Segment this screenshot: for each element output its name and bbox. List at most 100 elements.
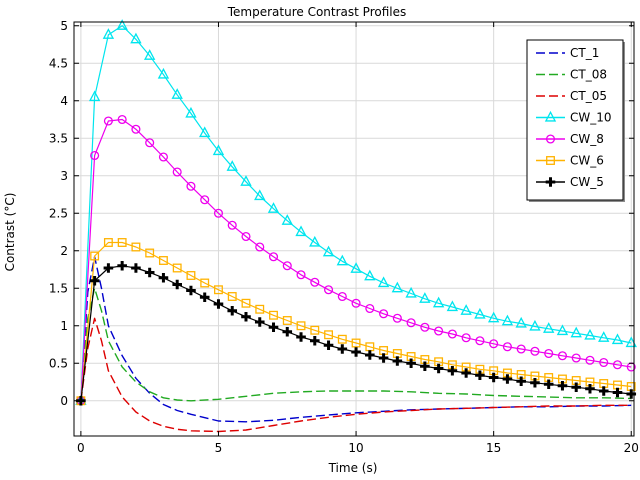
legend-item: CT_1 bbox=[536, 46, 599, 60]
y-tick-label: 3.5 bbox=[49, 131, 68, 145]
data-point bbox=[420, 322, 430, 332]
data-point bbox=[90, 150, 100, 161]
series-line bbox=[80, 241, 632, 401]
data-point bbox=[172, 263, 182, 273]
data-point bbox=[214, 285, 223, 295]
data-point bbox=[392, 313, 402, 323]
data-point bbox=[365, 303, 375, 314]
data-point bbox=[324, 330, 333, 340]
data-point bbox=[282, 316, 292, 325]
data-point bbox=[475, 370, 485, 381]
legend-label: CW_6 bbox=[570, 154, 604, 168]
data-point bbox=[501, 314, 514, 326]
data-point bbox=[227, 305, 238, 316]
data-point bbox=[460, 304, 472, 315]
data-point bbox=[351, 338, 361, 348]
data-point bbox=[516, 344, 526, 354]
data-point bbox=[281, 214, 293, 225]
series-line bbox=[80, 317, 632, 433]
data-point bbox=[241, 298, 251, 308]
data-point bbox=[88, 90, 101, 102]
data-point bbox=[90, 251, 100, 261]
legend-label: CW_8 bbox=[570, 132, 604, 146]
data-point bbox=[144, 267, 155, 278]
data-point bbox=[310, 325, 320, 335]
y-tick-label: 1.5 bbox=[49, 281, 68, 295]
plot-frame bbox=[73, 21, 635, 437]
data-point bbox=[145, 248, 155, 258]
y-axis-title: Contrast (°C) bbox=[3, 193, 17, 272]
data-point bbox=[117, 260, 127, 271]
data-point bbox=[255, 304, 265, 314]
data-point bbox=[433, 363, 444, 374]
data-point bbox=[310, 277, 320, 287]
y-tick-label: 3 bbox=[60, 169, 68, 183]
data-point bbox=[131, 242, 141, 252]
data-point bbox=[377, 276, 390, 288]
data-point bbox=[585, 383, 595, 394]
data-point bbox=[570, 326, 582, 338]
grid bbox=[74, 22, 634, 436]
data-point bbox=[117, 114, 127, 125]
x-tick-label: 10 bbox=[348, 441, 363, 455]
data-point bbox=[612, 360, 623, 370]
y-tick-label: 2 bbox=[60, 244, 68, 258]
data-point bbox=[405, 286, 417, 298]
data-point bbox=[336, 254, 348, 266]
data-point bbox=[446, 300, 459, 312]
data-point bbox=[143, 49, 156, 60]
data-point bbox=[131, 124, 141, 134]
series-cw-5 bbox=[76, 260, 637, 406]
data-point bbox=[309, 335, 320, 346]
data-point bbox=[213, 299, 224, 309]
data-point bbox=[612, 387, 623, 398]
legend-marker bbox=[546, 156, 555, 165]
data-point bbox=[296, 332, 306, 342]
series-cw-8 bbox=[76, 114, 636, 406]
data-point bbox=[379, 309, 389, 319]
data-point bbox=[351, 298, 361, 308]
data-point bbox=[296, 321, 306, 331]
legend-marker bbox=[545, 177, 556, 187]
data-point bbox=[529, 319, 541, 331]
data-point bbox=[489, 339, 499, 349]
data-point bbox=[131, 263, 141, 273]
data-point bbox=[240, 175, 252, 186]
data-point bbox=[254, 189, 266, 201]
x-tick-label: 5 bbox=[215, 441, 223, 455]
data-point bbox=[185, 106, 197, 118]
data-point bbox=[89, 275, 100, 286]
data-point bbox=[419, 292, 431, 303]
data-point bbox=[254, 317, 265, 327]
y-tick-label: 4.5 bbox=[49, 56, 68, 70]
data-point bbox=[212, 144, 225, 156]
data-point bbox=[544, 348, 554, 359]
data-point bbox=[186, 285, 196, 296]
data-point bbox=[557, 380, 568, 391]
data-point bbox=[227, 292, 237, 301]
data-point bbox=[598, 331, 610, 342]
legend-item: CW_10 bbox=[536, 111, 612, 125]
data-point bbox=[502, 342, 512, 352]
legend-label: CT_05 bbox=[570, 89, 607, 103]
data-point bbox=[309, 235, 321, 247]
data-point bbox=[461, 333, 471, 343]
data-point bbox=[267, 202, 280, 213]
data-point bbox=[611, 333, 624, 345]
data-point bbox=[337, 334, 347, 344]
data-point bbox=[227, 220, 237, 230]
y-tick-label: 4 bbox=[60, 94, 68, 108]
y-tick-label: 2.5 bbox=[49, 206, 68, 220]
data-point bbox=[530, 346, 540, 356]
legend-item: CW_5 bbox=[536, 175, 604, 189]
data-point bbox=[103, 263, 114, 273]
data-point bbox=[392, 356, 403, 366]
data-point bbox=[543, 379, 554, 390]
x-tick-label: 0 bbox=[77, 441, 85, 455]
legend-marker bbox=[545, 134, 556, 144]
data-point bbox=[516, 376, 526, 387]
data-point bbox=[295, 225, 307, 237]
data-point bbox=[117, 238, 127, 247]
legend-label: CT_1 bbox=[570, 46, 599, 60]
